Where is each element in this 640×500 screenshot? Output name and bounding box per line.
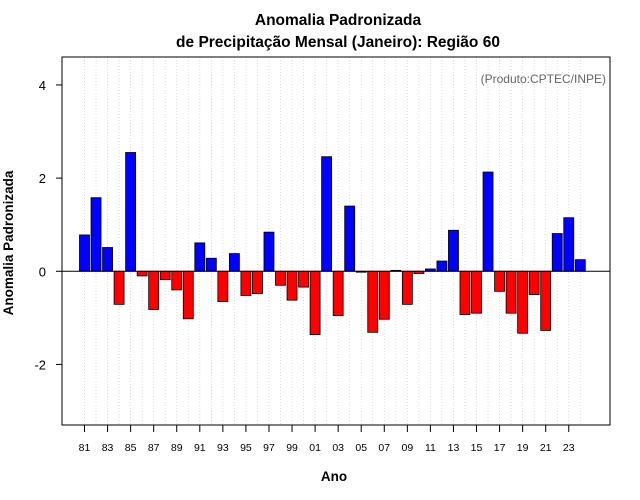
bar-1984: 1984: -0.71 [113,270,125,305]
bar-2000: 2000: -0.34 [298,270,309,288]
grid-layer [84,57,581,425]
x-tick-label: 05 [355,442,367,454]
x-tick-label: 03 [332,442,344,454]
bar-1989: 1989: -0.4 [171,270,183,291]
bar-1996: 1996: -0.48 [252,270,263,295]
x-tick-label: 23 [563,442,575,454]
x-tick-label: 09 [401,442,413,454]
bar-1999: 1999: -0.62 [286,270,298,301]
x-tick-label: 11 [425,442,436,454]
x-tick-label: 99 [286,442,298,454]
bar-1981: 1981: 0.78 [79,234,90,272]
y-axis: -2 0 2 4 [34,78,62,372]
bar-2016: 2016: 2.13 [482,171,494,272]
plot-frame [61,56,611,426]
bar-2022: 2022: 0.81 [551,233,563,272]
bar-1985: 1985: 2.55 [125,152,137,272]
bars-layer: 1981: 0.781982: 1.581983: 0.511984: -0.7… [79,152,586,336]
bar-1988: 1988: -0.18 [159,270,171,281]
bar-2023: 2023: 1.15 [563,217,575,272]
y-axis-label: Anomalia Padronizada [1,170,16,315]
bar-2001: 2001: -1.36 [309,270,321,336]
x-tick-label: 81 [79,442,91,454]
x-axis: 81 83 85 87 89 91 93 95 97 99 01 03 05 07 09 11 13 15 17 19… [79,425,575,454]
bar-2007: 2007: -1.03 [378,270,390,320]
x-tick-label: 85 [125,442,137,454]
x-tick-label: 13 [448,442,460,454]
chart-title-line2: de Precipitação Mensal (Janeiro): Região… [176,34,500,51]
y-tick-label: 4 [39,78,46,93]
bar-2019: 2019: -1.33 [517,270,529,334]
y-tick-label: -2 [34,357,46,372]
bar-1982: 1982: 1.58 [90,197,102,272]
bar-2002: 2002: 2.46 [321,156,333,272]
credit-label: (Produto:CPTEC/INPE) [481,72,606,86]
bar-1995: 1995: -0.52 [240,270,252,296]
bar-1983: 1983: 0.51 [102,247,113,272]
bar-2012: 2012: 0.22 [436,260,448,272]
x-tick-label: 01 [309,442,321,454]
x-tick-label: 91 [194,442,206,454]
x-tick-label: 93 [217,442,229,454]
x-tick-label: 21 [540,442,552,454]
x-tick-label: 19 [517,442,529,454]
bar-2014: 2014: -0.93 [459,270,471,315]
bar-1994: 1994: 0.38 [228,253,240,272]
bar-1986: 1986: -0.1 [136,270,148,277]
bar-2004: 2004: 1.4 [344,205,356,272]
bar-1998: 1998: -0.3 [275,270,286,286]
bar-2015: 2015: -0.9 [471,270,482,314]
x-tick-label: 97 [263,442,275,454]
x-tick-label: 17 [494,442,506,454]
bar-2013: 2013: 0.88 [448,229,459,272]
bar-2003: 2003: -0.95 [332,270,344,316]
bar-2020: 2020: -0.5 [528,270,540,295]
bar-1993: 1993: -0.65 [217,270,229,302]
x-tick-label: 83 [102,442,114,454]
bar-1990: 1990: -1.02 [182,270,194,320]
chart-title-line1: Anomalia Padronizada [255,12,422,29]
bar-2018: 2018: -0.9 [505,270,517,314]
bar-2021: 2021: -1.27 [540,270,552,331]
bar-2017: 2017: -0.43 [494,270,505,292]
bar-1987: 1987: -0.82 [148,270,160,310]
bar-1991: 1991: 0.61 [194,242,206,272]
x-axis-label: Ano [321,469,347,484]
bar-2009: 2009: -0.71 [401,270,413,305]
x-tick-label: 15 [471,442,483,454]
x-tick-label: 87 [148,442,160,454]
y-tick-label: 0 [39,264,46,279]
x-tick-label: 07 [378,442,390,454]
x-tick-label: 95 [240,442,252,454]
bar-1997: 1997: 0.84 [263,231,275,272]
y-tick-label: 2 [39,171,46,186]
x-tick-label: 89 [171,442,183,454]
bar-1992: 1992: 0.28 [205,257,217,272]
bar-2006: 2006: -1.31 [367,270,379,333]
